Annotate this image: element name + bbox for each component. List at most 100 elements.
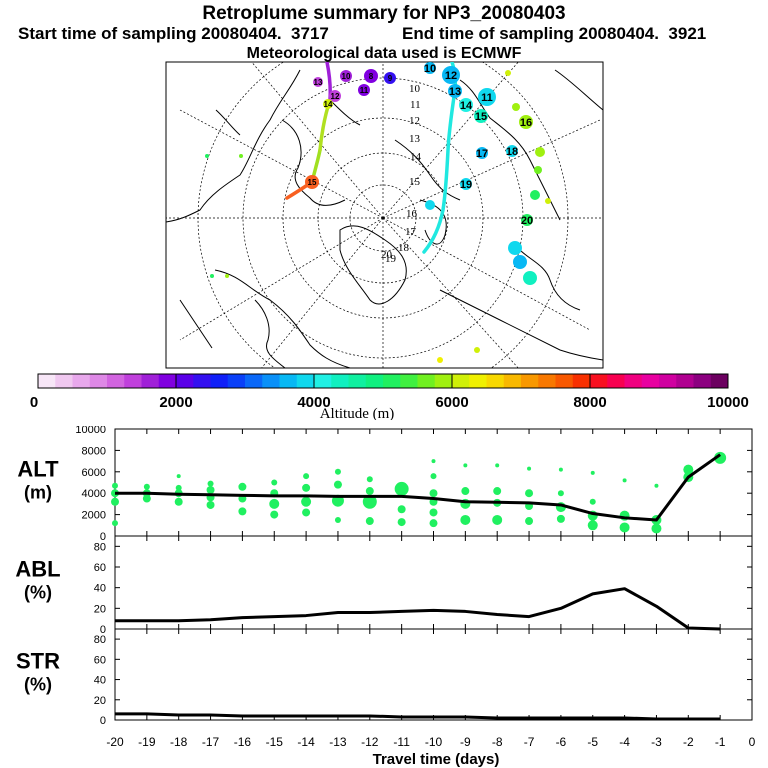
time-series-charts: 0200040006000800010000ALT(m)020406080ABL… bbox=[15, 426, 755, 768]
map-cluster-label: 12 bbox=[331, 92, 340, 101]
x-tick-label: -9 bbox=[460, 735, 471, 749]
map-cluster-label: 16 bbox=[520, 117, 532, 129]
panels: 0 2000 4000 6000 8000 10000 ALT(m) 0 20 40 60 80 ABL… bbox=[15, 426, 753, 727]
map-minor-marker bbox=[225, 274, 229, 278]
page-title: Retroplume summary for NP3_20080403 bbox=[202, 3, 566, 24]
map-day-label: 15 bbox=[409, 176, 421, 188]
colorbar-label: Altitude (m) bbox=[320, 406, 395, 420]
colorbar-cell bbox=[227, 374, 246, 388]
colorbar-cell bbox=[38, 374, 56, 388]
alt-scatter-point bbox=[589, 498, 596, 505]
map-cluster-label: 15 bbox=[308, 178, 317, 187]
alt-scatter-point bbox=[143, 483, 150, 490]
y-tick-label: 20 bbox=[94, 695, 106, 707]
colorbar-tick-label: 6000 bbox=[435, 394, 468, 411]
panel-frame bbox=[114, 628, 753, 721]
map-cluster-marker bbox=[384, 72, 396, 84]
map-day-label: 18 bbox=[398, 242, 410, 254]
map-cluster-marker bbox=[448, 84, 462, 98]
alt-scatter-point bbox=[206, 500, 215, 509]
colorbar-cell bbox=[452, 374, 470, 388]
x-tick-label: -8 bbox=[492, 735, 503, 749]
alt-scatter-point bbox=[557, 490, 564, 497]
map-cluster-label: 19 bbox=[460, 179, 472, 191]
y-tick-label: 0 bbox=[100, 531, 106, 543]
map-cluster-marker bbox=[521, 214, 533, 226]
map-minor-marker bbox=[523, 271, 537, 285]
colorbar-cell bbox=[314, 374, 332, 388]
map-day-label: 16 bbox=[406, 208, 418, 220]
alt-scatter-point bbox=[238, 507, 247, 516]
alt-scatter-point bbox=[365, 517, 374, 526]
colorbar-tick-labels: 0 2000 4000 6000 8000 10000 bbox=[30, 374, 749, 411]
map-cluster-label: 14 bbox=[460, 100, 473, 112]
alt-scatter-point bbox=[525, 489, 534, 498]
map-cluster-label: 13 bbox=[314, 78, 323, 87]
alt-scatter-point bbox=[683, 464, 694, 475]
colorbar-cell bbox=[158, 374, 177, 388]
x-axis-label: Travel time (days) bbox=[373, 751, 500, 768]
map-day-label: 14 bbox=[410, 151, 422, 163]
x-tick-label: -10 bbox=[425, 735, 443, 749]
map-cluster-label: 10 bbox=[424, 63, 436, 75]
map-cluster-marker bbox=[476, 147, 488, 159]
y-tick-label: 4000 bbox=[82, 488, 106, 500]
x-axis: -20 -19 -18 -17 -16 -15 -14 -13 -12 -11 -10 -9 -8 -7-… bbox=[106, 735, 755, 749]
x-tick-label: -18 bbox=[170, 735, 188, 749]
x-tick-label: -16 bbox=[234, 735, 252, 749]
map-minor-marker bbox=[513, 255, 527, 269]
map-cluster-marker bbox=[474, 109, 488, 123]
map-cluster-label: 12 bbox=[445, 70, 457, 82]
colorbar-cell bbox=[383, 374, 401, 388]
colorbar-cell bbox=[72, 374, 91, 388]
alt-scatter-point bbox=[175, 484, 182, 491]
colorbar-cell bbox=[417, 374, 436, 388]
panel-frame bbox=[114, 535, 753, 630]
series-line-str bbox=[115, 712, 721, 721]
colorbar-cell bbox=[193, 374, 211, 388]
colorbar-cell bbox=[331, 374, 349, 388]
colorbar-cell bbox=[141, 374, 160, 388]
alt-scatter-point bbox=[619, 522, 630, 533]
map-minor-marker bbox=[425, 200, 435, 210]
map-minor-marker bbox=[512, 103, 520, 111]
map-cluster-marker bbox=[442, 66, 460, 84]
map-minor-marker bbox=[205, 154, 209, 158]
colorbar-cell bbox=[521, 374, 539, 388]
colorbar-cell bbox=[210, 374, 229, 388]
x-tick-label: -1 bbox=[715, 735, 726, 749]
map-minor-marker bbox=[437, 357, 443, 363]
x-tick-label: -6 bbox=[556, 735, 567, 749]
map-frame bbox=[165, 61, 604, 369]
alt-scatter-point bbox=[429, 508, 438, 517]
x-tick-label: -12 bbox=[361, 735, 379, 749]
colorbar-cell bbox=[55, 374, 73, 388]
x-tick-label: -3 bbox=[651, 735, 662, 749]
colorbar-cell bbox=[176, 374, 194, 388]
map-cluster-label: 11 bbox=[481, 92, 493, 104]
alt-scatter-point bbox=[590, 470, 595, 475]
map-minor-marker bbox=[534, 166, 542, 174]
colorbar-tick-label: 0 bbox=[30, 394, 38, 411]
y-tick-label: 80 bbox=[94, 634, 106, 646]
y-tick-label: 40 bbox=[94, 675, 106, 687]
alt-scatter-point bbox=[112, 520, 118, 527]
alt-scatter-point bbox=[334, 516, 341, 523]
map-cluster-marker bbox=[364, 69, 378, 83]
end-time-label: End time of sampling 20080404. 3921 bbox=[402, 24, 707, 43]
panel-abl: 0 20 40 60 80 ABL(%) bbox=[15, 535, 753, 636]
map-cluster-marker bbox=[478, 88, 496, 106]
y-tick-label: 2000 bbox=[82, 510, 106, 522]
colorbar-cell bbox=[486, 374, 505, 388]
colorbar-cell bbox=[348, 374, 367, 388]
x-tick-label: -20 bbox=[106, 735, 124, 749]
colorbar-cell bbox=[641, 374, 660, 388]
coastlines bbox=[166, 69, 603, 368]
map-cluster-label: 20 bbox=[521, 215, 533, 227]
colorbar-cell bbox=[676, 374, 694, 388]
colorbar-cell bbox=[538, 374, 556, 388]
map-cluster-marker bbox=[323, 99, 333, 109]
y-tick-label: 60 bbox=[94, 654, 106, 666]
y-tick-label: 0 bbox=[100, 715, 106, 727]
